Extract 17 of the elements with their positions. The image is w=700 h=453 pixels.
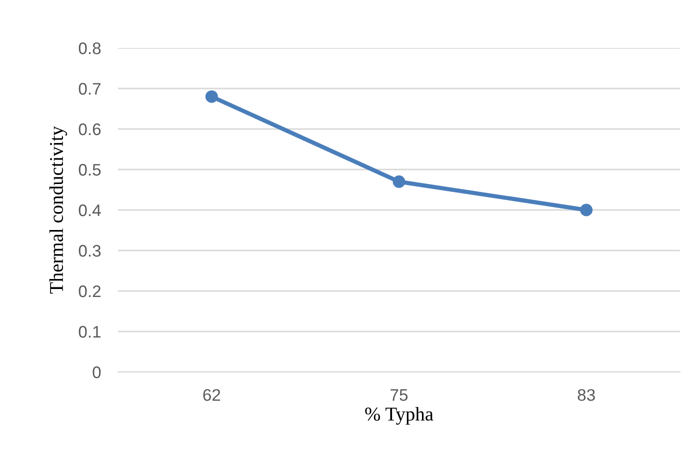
y-tick-label: 0	[92, 366, 101, 378]
y-tick-label: 0.7	[78, 82, 100, 95]
y-axis-title: Thermal conductivity	[49, 126, 68, 294]
x-tick-label: 62	[203, 389, 220, 401]
y-tick-label: 0.4	[78, 204, 101, 216]
x-tick-label: 83	[578, 389, 595, 401]
point	[205, 90, 218, 103]
y-tick-label: 0.2	[78, 285, 100, 298]
x-tick-label: 75	[390, 389, 408, 401]
point	[392, 175, 406, 188]
y-tick-label: 0.8	[78, 42, 101, 54]
y-tick-label: 0.5	[78, 164, 101, 176]
y-tick-label: 0.6	[78, 123, 101, 136]
point	[580, 204, 593, 216]
y-tick-label: 0.3	[78, 244, 101, 257]
y-tick-label: 0.1	[78, 326, 101, 338]
x-axis-title: % Typha	[365, 406, 434, 425]
